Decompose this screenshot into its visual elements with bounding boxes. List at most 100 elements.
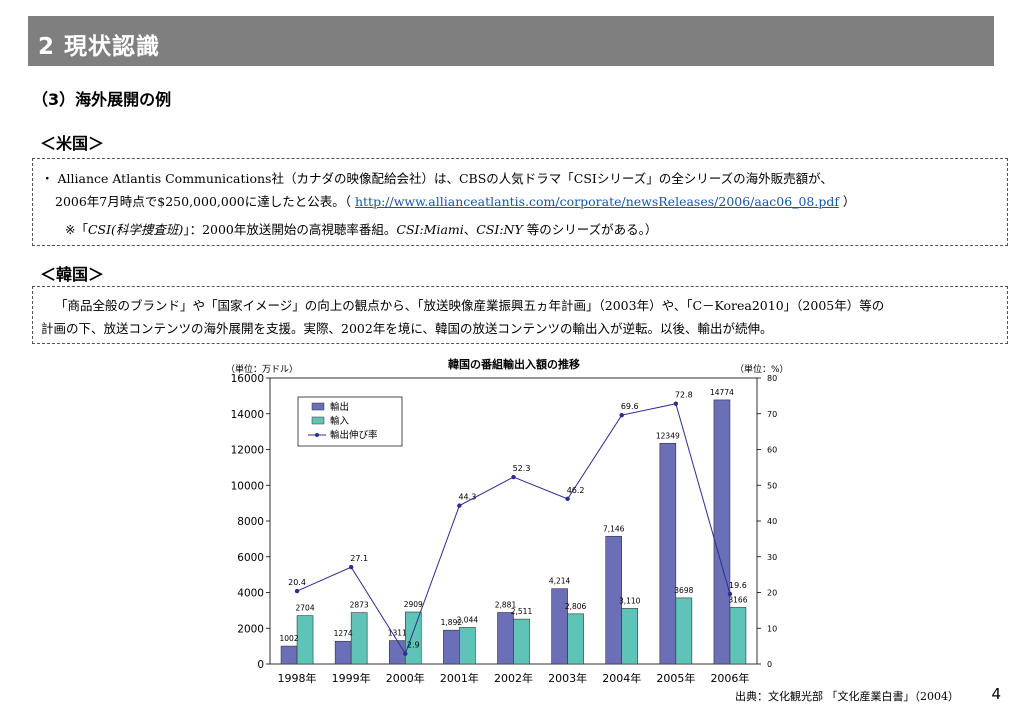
bar-export [713, 399, 731, 665]
plot-frame [269, 377, 758, 665]
y-tick-label-right: 40 [767, 517, 777, 526]
legend-swatch-import [311, 416, 325, 425]
korea-heading: ＜韓国＞ [40, 265, 105, 284]
legend-box [297, 396, 403, 447]
y-tick-label-right: 30 [767, 553, 777, 562]
y-tick-label-right: 80 [767, 374, 777, 383]
growth-rate-point [619, 412, 624, 418]
bar-export [280, 645, 298, 665]
bar-import [567, 613, 584, 665]
bar-import-label: 2,044 [457, 615, 479, 624]
usa-note: ※「CSI(科学捜査班)」：2000年放送開始の高視聴率番組。CSI:Miami… [65, 219, 657, 238]
bar-import [675, 597, 693, 665]
usa-heading: ＜米国＞ [40, 134, 105, 153]
usa-note-sep: 、 [463, 222, 477, 237]
usa-note-post: 等のシリーズがある。） [522, 222, 658, 237]
y-tick-label-left: 12000 [231, 445, 264, 457]
y-tick-label-left: 8000 [237, 516, 264, 528]
y-tick-label-left: 2000 [237, 623, 264, 635]
bar-import-label: 2,511 [511, 607, 533, 616]
growth-rate-point [403, 651, 408, 656]
y-tick-label-right: 0 [767, 660, 772, 669]
x-tick-label: 2002年 [494, 671, 533, 685]
x-tick-label: 2003年 [548, 671, 587, 685]
bar-export-label: 2,881 [495, 601, 517, 610]
x-tick-label: 2000年 [386, 671, 425, 685]
usa-line-2-close: ） [838, 194, 856, 209]
usa-note-series-1: CSI:Miami [396, 222, 464, 237]
growth-rate-label: 20.4 [288, 578, 306, 587]
bar-import-label: 2,806 [565, 602, 587, 611]
growth-rate-point [294, 588, 300, 594]
bar-export-label: 1274 [334, 629, 353, 638]
growth-rate-point [457, 503, 462, 508]
y-axis-left-unit: （単位：万ドル） [226, 363, 298, 375]
bar-export-label: 7,146 [603, 524, 625, 533]
growth-rate-label: 46.2 [567, 486, 585, 495]
growth-rate-label: 2.9 [407, 641, 420, 650]
bar-import-label: 2704 [296, 604, 315, 613]
y-tick-label-left: 0 [257, 659, 264, 671]
page-number: 4 [991, 685, 1001, 703]
usa-source-link[interactable]: http://www.allianceatlantis.com/corporat… [354, 194, 839, 209]
bar-import-label: 3698 [674, 586, 693, 595]
source-note: 出典：文化観光部 「文化産業白書」（2004） [735, 690, 959, 703]
bar-import [621, 608, 639, 665]
growth-rate-label: 52.3 [513, 464, 531, 473]
bar-import [459, 627, 476, 665]
y-axis-right-unit: （単位：%） [735, 363, 789, 375]
legend-swatch-export [311, 402, 325, 411]
korea-box: 「商品全般のブランド」や「国家イメージ」の向上の観点から、「放送映像産業振興五ヵ… [32, 286, 1008, 344]
bar-export [551, 588, 568, 665]
growth-rate-label: 44.3 [458, 493, 476, 502]
growth-rate-point [348, 564, 354, 570]
legend-label-rate: 輸出伸び率 [330, 429, 378, 441]
growth-rate-line [296, 403, 731, 655]
usa-note-series-2: CSI:NY [476, 222, 523, 237]
legend-label-export: 輸出 [330, 401, 349, 413]
usa-note-mid: 」：2000年放送開始の高視聴率番組。 [183, 222, 397, 237]
bar-import [404, 611, 422, 665]
legend-swatch-rate-point [315, 433, 319, 437]
bar-export-label: 4,214 [549, 577, 571, 586]
growth-rate-label: 72.8 [675, 391, 693, 400]
section-title: 2 現状認識 [38, 34, 161, 60]
bar-import [296, 615, 314, 665]
usa-note-title: CSI(科学捜査班) [87, 222, 184, 237]
bar-export [443, 629, 460, 665]
bar-import [729, 607, 747, 665]
y-tick-label-right: 70 [767, 410, 777, 419]
y-tick-label-right: 20 [767, 589, 777, 598]
subtitle: （3）海外展開の例 [32, 90, 172, 109]
y-tick-label-left: 14000 [231, 409, 264, 421]
bar-export [497, 612, 514, 665]
growth-rate-label: 27.1 [350, 554, 368, 563]
y-tick-label-left: 6000 [237, 552, 264, 564]
y-tick-label-left: 16000 [231, 373, 264, 385]
legend-label-import: 輸入 [330, 415, 350, 427]
growth-rate-point [673, 401, 679, 406]
y-tick-label-right: 50 [767, 481, 777, 490]
bar-import-label: 2909 [404, 600, 423, 609]
usa-line-1: ・ Alliance Atlantis Communications社（カナダの… [41, 171, 833, 186]
x-tick-label: 2004年 [602, 671, 641, 685]
bar-export [659, 442, 677, 665]
bar-import [513, 618, 530, 665]
bar-export-label: 12349 [656, 431, 680, 440]
growth-rate-label: 69.6 [621, 402, 639, 411]
x-tick-label: 2006年 [710, 671, 749, 685]
bar-export-label: 1002 [280, 634, 299, 643]
korea-line-2: 計画の下、放送コンテンツの海外展開を支援。実際、2002年を境に、韓国の放送コン… [41, 321, 773, 336]
y-tick-label-right: 60 [767, 446, 777, 455]
y-tick-label-left: 10000 [231, 480, 264, 492]
bar-import-label: 2873 [350, 601, 369, 610]
bar-export [605, 535, 623, 665]
bar-export-label: 14774 [710, 388, 734, 397]
usa-note-pre: ※「 [65, 222, 88, 237]
bar-export [334, 640, 352, 665]
bar-import-label: 3166 [728, 595, 747, 604]
bar-import [350, 612, 368, 665]
bar-export [388, 640, 406, 665]
growth-rate-point [565, 496, 570, 502]
chart-title: 韓国の番組輸出入額の推移 [448, 357, 580, 371]
